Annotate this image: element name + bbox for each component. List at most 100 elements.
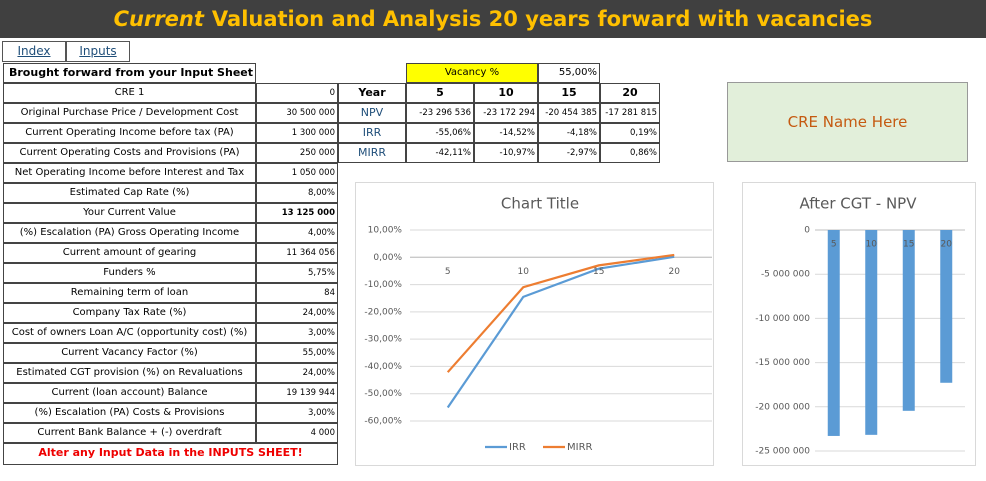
tab[interactable]: Inputs	[66, 41, 130, 62]
y-tick-label: -40,00%	[364, 362, 402, 372]
row-value: 4,00%	[256, 223, 338, 243]
row-value: 13 125 000	[256, 203, 338, 223]
metric-label: MIRR	[338, 143, 406, 163]
metric-value: -55,06%	[406, 123, 474, 143]
chart-frame	[355, 182, 714, 466]
vacancy-value: 55,00%	[538, 63, 600, 83]
column-header: 5	[406, 83, 474, 103]
metric-value: 0,19%	[600, 123, 660, 143]
row-value: 3,00%	[256, 323, 338, 343]
row-value: 1 050 000	[256, 163, 338, 183]
x-tick-label: 15	[593, 267, 604, 277]
row-label: Net Operating Income before Interest and…	[3, 163, 256, 183]
row-value: 8,00%	[256, 183, 338, 203]
row-value: 55,00%	[256, 343, 338, 363]
metric-value: -23 172 294	[474, 103, 538, 123]
y-tick-label: -10 000 000	[755, 314, 810, 324]
y-tick-label: -30,00%	[364, 335, 402, 345]
x-tick-label: 15	[903, 240, 914, 250]
legend-label: MIRR	[567, 442, 593, 453]
row-label: Current Bank Balance + (-) overdraft	[3, 423, 256, 443]
row-value: 0	[256, 83, 338, 103]
x-tick-label: 20	[669, 267, 681, 277]
row-label: Estimated Cap Rate (%)	[3, 183, 256, 203]
metric-label: IRR	[338, 123, 406, 143]
bar	[827, 230, 840, 436]
metric-value: -23 296 536	[406, 103, 474, 123]
y-tick-label: -20 000 000	[755, 402, 810, 412]
row-value: 1 300 000	[256, 123, 338, 143]
y-tick-label: -50,00%	[364, 389, 402, 399]
row-label: Current Operating Income before tax (PA)	[3, 123, 256, 143]
row-value: 19 139 944	[256, 383, 338, 403]
tab[interactable]: Index	[2, 41, 66, 62]
title-bar: Current Valuation and Analysis 20 years f…	[0, 0, 986, 38]
line	[446, 255, 675, 409]
metric-value: -42,11%	[406, 143, 474, 163]
metric-value: -2,97%	[538, 143, 600, 163]
metric-value: -14,52%	[474, 123, 538, 143]
title-rest: Valuation and Analysis 20 years forward …	[211, 7, 873, 31]
x-tick-label: 10	[866, 240, 878, 250]
legend-label: IRR	[509, 442, 526, 453]
y-tick-label: -60,00%	[364, 417, 402, 427]
bar	[902, 230, 915, 411]
row-value: 3,00%	[256, 403, 338, 423]
row-label: Estimated CGT provision (%) on Revaluati…	[3, 363, 256, 383]
y-tick-label: -15 000 000	[755, 358, 810, 368]
row-value: 5,75%	[256, 263, 338, 283]
column-header: 10	[474, 83, 538, 103]
row-value: 4 000	[256, 423, 338, 443]
bar	[940, 230, 953, 383]
y-tick-label: -5 000 000	[761, 270, 810, 280]
row-label: Current (loan account) Balance	[3, 383, 256, 403]
chart-frame	[742, 182, 976, 466]
y-tick-label: 10,00%	[368, 226, 403, 236]
vacancy-label: Vacancy %	[406, 63, 538, 83]
row-label: Cost of owners Loan A/C (opportunity cos…	[3, 323, 256, 343]
row-value: 24,00%	[256, 363, 338, 383]
column-header: 15	[538, 83, 600, 103]
column-header: 20	[600, 83, 660, 103]
name-box: CRE Name Here	[727, 82, 968, 162]
row-label: Remaining term of loan	[3, 283, 256, 303]
warning: Alter any Input Data in the INPUTS SHEET…	[3, 443, 338, 465]
bar	[865, 230, 878, 435]
y-tick-label: 0	[804, 226, 810, 236]
row-label: Current Operating Costs and Provisions (…	[3, 143, 256, 163]
row-value: 84	[256, 283, 338, 303]
metric-value: 0,86%	[600, 143, 660, 163]
row-label: Your Current Value	[3, 203, 256, 223]
title-lead: Current	[113, 7, 204, 31]
x-tick-label: 5	[831, 240, 837, 250]
y-tick-label: -10,00%	[364, 280, 402, 290]
chart-title: Chart Title	[501, 195, 579, 213]
column-header: Year	[338, 83, 406, 103]
row-value: 30 500 000	[256, 103, 338, 123]
row-label: CRE 1	[3, 83, 256, 103]
y-tick-label: 0,00%	[373, 253, 402, 263]
metric-label: NPV	[338, 103, 406, 123]
table-header: Brought forward from your Input Sheet	[3, 63, 256, 83]
metric-value: -17 281 815	[600, 103, 660, 123]
row-value: 24,00%	[256, 303, 338, 323]
x-tick-label: 10	[518, 267, 530, 277]
line	[446, 253, 675, 373]
row-label: Current Vacancy Factor (%)	[3, 343, 256, 363]
row-label: Funders %	[3, 263, 256, 283]
row-value: 11 364 056	[256, 243, 338, 263]
row-value: 250 000	[256, 143, 338, 163]
y-tick-label: -25 000 000	[755, 447, 810, 457]
row-label: Original Purchase Price / Development Co…	[3, 103, 256, 123]
metric-value: -4,18%	[538, 123, 600, 143]
row-label: Current amount of gearing	[3, 243, 256, 263]
x-tick-label: 5	[445, 267, 451, 277]
y-tick-label: -20,00%	[364, 307, 402, 317]
chart-title: After CGT - NPV	[800, 195, 918, 213]
metric-value: -10,97%	[474, 143, 538, 163]
metric-value: -20 454 385	[538, 103, 600, 123]
row-label: Company Tax Rate (%)	[3, 303, 256, 323]
x-tick-label: 20	[941, 240, 953, 250]
